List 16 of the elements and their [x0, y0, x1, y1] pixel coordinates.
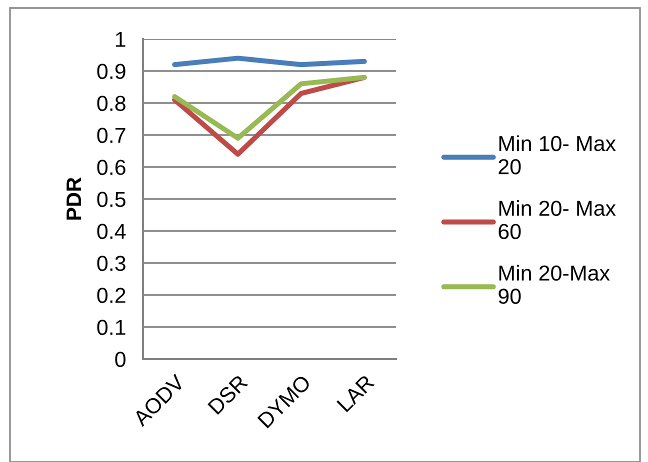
y-tick-label: 0.4 — [97, 224, 126, 240]
y-tick-label: 0.6 — [97, 160, 126, 176]
y-tick-label: 0.2 — [97, 288, 126, 304]
y-tick-label: 0.3 — [97, 256, 126, 272]
y-axis-title: PDR — [66, 177, 81, 220]
y-tick-label: 1 — [116, 32, 126, 47]
y-tick-label: 0.9 — [97, 64, 126, 80]
legend-label: Min 20-Max 90 — [498, 264, 610, 304]
y-tick-label: 0.1 — [97, 320, 126, 336]
legend-label: Min 20- Max 60 — [498, 200, 616, 240]
y-tick-label: 0.8 — [97, 96, 126, 112]
y-tick-label: 0 — [115, 352, 126, 368]
legend-label: Min 10- Max 20 — [498, 135, 616, 174]
x-tick-label: LAR — [336, 374, 375, 412]
y-tick-label: 0.7 — [97, 128, 126, 144]
y-tick-label: 0.5 — [97, 192, 126, 208]
